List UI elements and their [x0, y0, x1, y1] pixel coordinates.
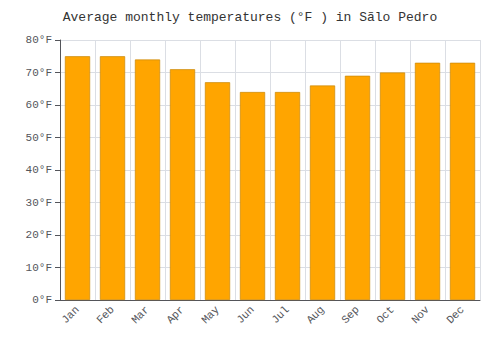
- svg-text:May: May: [199, 303, 222, 326]
- svg-text:Sep: Sep: [339, 304, 361, 326]
- svg-text:50°F: 50°F: [26, 132, 52, 144]
- svg-text:0°F: 0°F: [32, 294, 52, 306]
- svg-text:Dec: Dec: [444, 304, 466, 326]
- svg-text:Jun: Jun: [234, 304, 256, 326]
- svg-text:Mar: Mar: [129, 304, 151, 326]
- svg-text:30°F: 30°F: [26, 197, 52, 209]
- svg-text:Apr: Apr: [164, 304, 186, 326]
- svg-text:20°F: 20°F: [26, 229, 52, 241]
- svg-text:Nov: Nov: [409, 303, 432, 326]
- svg-text:Jan: Jan: [59, 304, 81, 326]
- svg-text:40°F: 40°F: [26, 164, 52, 176]
- svg-text:80°F: 80°F: [26, 34, 52, 46]
- svg-text:Aug: Aug: [304, 304, 326, 326]
- svg-text:60°F: 60°F: [26, 99, 52, 111]
- svg-text:Oct: Oct: [374, 304, 396, 326]
- svg-text:Average monthly temperatures (: Average monthly temperatures (°F ) in Sã…: [63, 10, 437, 25]
- svg-text:70°F: 70°F: [26, 67, 52, 79]
- svg-text:Jul: Jul: [269, 304, 291, 326]
- svg-text:Feb: Feb: [94, 304, 116, 326]
- svg-text:10°F: 10°F: [26, 262, 52, 274]
